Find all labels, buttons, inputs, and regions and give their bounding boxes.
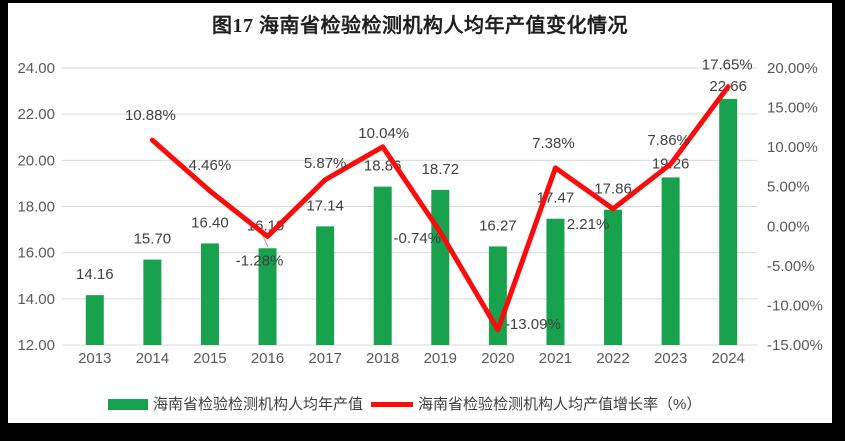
- bar-2022: [604, 209, 623, 345]
- line-label: 10.88%: [125, 107, 176, 124]
- right-axis-tick: -5.00%: [767, 258, 815, 275]
- legend-bar-swatch-icon: [108, 398, 148, 410]
- x-axis-label: 2018: [366, 350, 399, 367]
- right-axis-tick: 10.00%: [767, 139, 818, 156]
- x-axis-label: 2019: [424, 350, 457, 367]
- chart-panel: 图17 海南省检验检测机构人均年产值变化情况 24.00 22.00 20.00 18…: [8, 3, 832, 423]
- bar-2013: [85, 295, 104, 345]
- bar-2015: [200, 243, 219, 345]
- bar-label: 16.27: [479, 217, 517, 234]
- line-label: 7.86%: [647, 132, 690, 149]
- bar-label: 17.14: [306, 197, 344, 214]
- legend-line-label: 海南省检验检测机构人均产值增长率（%）: [418, 395, 702, 413]
- chart-title: 图17 海南省检验检测机构人均年产值变化情况: [212, 15, 628, 37]
- bar-label: 17.86: [594, 181, 632, 198]
- label-leader-line: [261, 233, 269, 248]
- right-axis-tick: 15.00%: [767, 100, 818, 117]
- x-axis-label: 2022: [596, 350, 629, 367]
- left-axis-tick: 12.00: [17, 337, 55, 354]
- line-label: 4.46%: [189, 157, 232, 174]
- legend-line-swatch-icon: [371, 401, 414, 407]
- x-axis-label: 2014: [136, 350, 169, 367]
- left-axis-tick: 24.00: [17, 60, 55, 77]
- bar-2021: [546, 218, 565, 345]
- right-axis-tick: 5.00%: [767, 179, 810, 196]
- bar-label: 14.16: [76, 266, 114, 283]
- left-axis-tick: 22.00: [17, 106, 55, 123]
- line-label: -0.74%: [394, 230, 442, 247]
- right-axis-tick: 20.00%: [767, 60, 818, 77]
- x-axis-label: 2016: [251, 350, 284, 367]
- bar-2019: [431, 189, 450, 345]
- bar-2023: [661, 177, 680, 345]
- bar-2018: [373, 186, 392, 345]
- line-label: -13.09%: [505, 316, 561, 333]
- bar-2014: [143, 259, 162, 345]
- left-axis-tick: 20.00: [17, 152, 55, 169]
- left-axis-tick: 16.00: [17, 245, 55, 262]
- line-label: 5.87%: [304, 155, 347, 172]
- x-axis-label: 2013: [78, 350, 111, 367]
- line-label: 2.21%: [567, 216, 610, 233]
- x-axis-label: 2021: [539, 350, 572, 367]
- bar-2016: [258, 248, 277, 345]
- legend-bar-label: 海南省检验检测机构人均年产值: [153, 395, 364, 413]
- x-axis-label: 2024: [712, 350, 745, 367]
- bar-label: 15.70: [134, 231, 172, 248]
- left-axis-tick: 18.00: [17, 199, 55, 216]
- bar-2017: [316, 226, 335, 345]
- line-label: 17.65%: [702, 57, 753, 74]
- x-axis-label: 2020: [481, 350, 514, 367]
- right-axis-tick: -10.00%: [767, 297, 823, 314]
- line-label: 10.04%: [358, 125, 409, 142]
- bar-label: 16.40: [191, 214, 229, 231]
- combo-chart: 24.00 22.00 20.00 18.00 16.00 14.00 12.00 20.00…: [17, 57, 823, 367]
- right-axis-tick: -15.00%: [767, 337, 823, 354]
- line-label: -1.28%: [236, 252, 284, 269]
- bar-label: 18.72: [422, 161, 460, 178]
- growth-rate-line: [149, 84, 731, 333]
- x-axis-label: 2023: [654, 350, 687, 367]
- x-axis-label: 2017: [308, 350, 341, 367]
- line-label: 7.38%: [532, 135, 575, 152]
- bar-2024: [719, 98, 738, 345]
- right-axis-tick: 0.00%: [767, 218, 810, 235]
- left-axis-tick: 14.00: [17, 291, 55, 308]
- x-axis-label: 2015: [193, 350, 226, 367]
- chart-legend: 海南省检验检测机构人均年产值 海南省检验检测机构人均产值增长率（%）: [108, 393, 701, 415]
